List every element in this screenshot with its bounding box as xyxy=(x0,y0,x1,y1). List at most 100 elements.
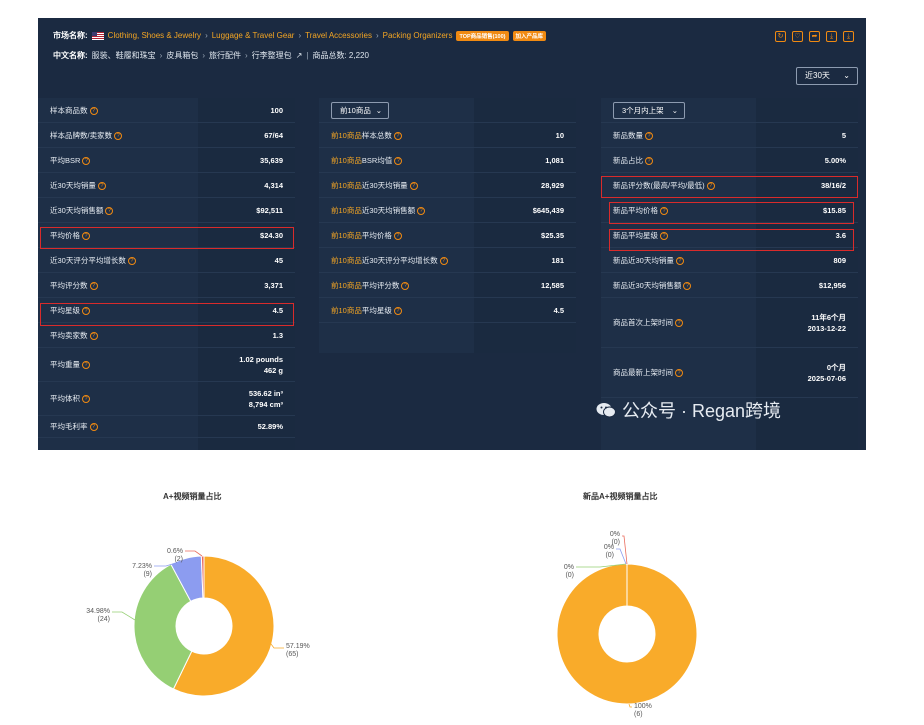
metric-row: 前10商品BSR均值? 1,081 xyxy=(319,148,576,173)
metric-label: 近30天评分平均增长数? xyxy=(50,248,136,273)
export-icon[interactable]: ⤓ xyxy=(843,31,854,42)
help-icon[interactable]: ? xyxy=(645,157,653,166)
help-icon[interactable]: ? xyxy=(660,232,668,241)
breadcrumb-separator: › xyxy=(205,31,208,40)
watermark: 公众号 · Regan跨境 xyxy=(596,397,781,423)
help-icon[interactable]: ? xyxy=(683,282,692,291)
metric-value: 1.02 pounds 462 g xyxy=(239,355,283,375)
metric-value: $24.30 xyxy=(260,231,283,240)
metric-row: 前10商品近30天均销量? 28,929 xyxy=(319,173,576,198)
metric-label-text: 近30天均销量 xyxy=(361,181,408,190)
metric-value: 67/64 xyxy=(264,131,283,140)
help-icon[interactable]: ? xyxy=(97,182,106,191)
metric-label-text: 平均重量 xyxy=(50,360,80,369)
metric-row: 平均卖家数? 1.3 xyxy=(38,323,295,348)
metric-value: 4.5 xyxy=(272,306,283,315)
metric-label: 前10商品BSR均值? xyxy=(331,148,403,173)
metric-label-text: 近30天评分平均增长数 xyxy=(361,256,438,265)
add-to-library-badge[interactable]: 加入产品库 xyxy=(512,30,547,41)
help-icon[interactable]: ? xyxy=(660,207,668,216)
metric-label: 前10商品平均价格? xyxy=(331,223,402,248)
heart-icon[interactable]: ♡ xyxy=(792,31,803,42)
help-icon[interactable]: ? xyxy=(89,107,98,116)
metric-label-text: 平均BSR xyxy=(50,156,81,165)
help-icon[interactable]: ? xyxy=(89,332,98,341)
refresh-icon[interactable]: ↻ xyxy=(775,31,786,42)
slice-count-label: (24) xyxy=(98,616,110,623)
metric-label: 前10商品近30天均销售额? xyxy=(331,198,426,223)
breadcrumb-category-1[interactable]: Clothing, Shoes & Jewelry xyxy=(107,31,202,40)
help-icon[interactable]: ? xyxy=(82,307,90,316)
metric-label: 平均星级? xyxy=(50,298,90,323)
slice-percent-label: 0% xyxy=(604,544,614,551)
metric-value: 5.00% xyxy=(824,156,846,165)
help-icon[interactable]: ? xyxy=(82,361,90,370)
metric-label: 新品数量? xyxy=(613,123,653,148)
donut-slice[interactable] xyxy=(200,555,205,599)
top10-select[interactable]: 前10商品 ⌄ xyxy=(331,102,389,119)
help-icon[interactable]: ? xyxy=(439,257,448,266)
slice-percent-label: 100% xyxy=(634,703,652,710)
help-icon[interactable]: ? xyxy=(393,307,402,316)
help-icon[interactable]: ? xyxy=(82,232,90,241)
metric-label-text: BSR均值 xyxy=(361,156,393,165)
period-select[interactable]: 近30天 ⌄ xyxy=(796,67,858,85)
metric-row: 平均价格? $24.30 xyxy=(38,223,295,248)
breadcrumb-separator: › xyxy=(159,51,163,60)
metric-label: 前10商品平均星级? xyxy=(331,298,402,323)
help-icon[interactable]: ? xyxy=(393,132,402,141)
slice-label-leader xyxy=(576,563,627,568)
metric-value: 10 xyxy=(555,131,564,140)
metric-label: 平均体积? xyxy=(50,382,90,416)
help-icon[interactable]: ? xyxy=(409,182,418,191)
share-icon[interactable]: ➦ xyxy=(809,31,820,42)
donut-slice[interactable] xyxy=(556,563,698,705)
help-icon[interactable]: ? xyxy=(82,395,90,404)
help-icon[interactable]: ? xyxy=(675,319,683,328)
help-icon[interactable]: ? xyxy=(114,132,123,141)
metric-label: 平均卖家数? xyxy=(50,323,98,348)
help-icon[interactable]: ? xyxy=(417,207,426,216)
metric-value: $645,439 xyxy=(532,206,564,215)
help-icon[interactable]: ? xyxy=(706,182,715,191)
help-icon[interactable]: ? xyxy=(89,282,98,291)
breadcrumb-category-3[interactable]: Travel Accessories xyxy=(305,31,372,40)
breadcrumb-category-2[interactable]: Luggage & Travel Gear xyxy=(211,31,295,40)
cn-category-2: 皮具箱包 xyxy=(166,51,199,60)
help-icon[interactable]: ? xyxy=(105,207,114,216)
breadcrumb-category-4[interactable]: Packing Organizers xyxy=(382,31,453,40)
help-icon[interactable]: ? xyxy=(401,282,410,291)
slice-count-label: (2) xyxy=(174,556,183,563)
help-icon[interactable]: ? xyxy=(675,369,683,378)
metric-row: 商品最新上架时间? 0个月 2025-07-06 xyxy=(601,348,858,398)
download-icon[interactable]: ⤓ xyxy=(826,31,837,42)
top-products-badge[interactable]: TOP商品销售(100) xyxy=(456,30,509,41)
metric-prefix: 前10商品 xyxy=(331,231,362,240)
help-icon[interactable]: ? xyxy=(82,157,91,166)
market-name-label: 市场名称: xyxy=(53,31,88,40)
metric-label: 平均重量? xyxy=(50,348,90,382)
metric-value: 38/16/2 xyxy=(820,181,846,190)
metric-prefix: 前10商品 xyxy=(331,256,362,265)
slice-count-label: (9) xyxy=(143,571,152,578)
help-icon[interactable]: ? xyxy=(89,423,98,432)
external-link-icon[interactable]: ↗ xyxy=(295,51,303,60)
help-icon[interactable]: ? xyxy=(127,257,136,266)
donut-slice[interactable] xyxy=(133,563,193,690)
chart-title-new-aplus: 新品A+视频销量占比 xyxy=(583,492,658,501)
metric-label: 平均评分数? xyxy=(50,273,98,298)
slice-label-leader xyxy=(622,535,628,565)
help-icon[interactable]: ? xyxy=(675,257,684,266)
help-icon[interactable]: ? xyxy=(645,132,653,141)
slice-label-leader xyxy=(267,639,284,649)
metric-label: 样本商品数? xyxy=(50,98,98,123)
metric-value: 5 xyxy=(841,131,846,140)
chevron-down-icon: ⌄ xyxy=(843,71,850,80)
slice-percent-label: 57.19% xyxy=(286,643,310,650)
help-icon[interactable]: ? xyxy=(393,232,402,241)
listing-age-select[interactable]: 3个月内上架 ⌄ xyxy=(613,102,685,119)
donut-slice[interactable] xyxy=(172,555,275,697)
help-icon[interactable]: ? xyxy=(394,157,403,166)
metric-label: 平均BSR? xyxy=(50,148,91,173)
metric-label: 新品评分数(最高/平均/最低)? xyxy=(613,173,715,198)
